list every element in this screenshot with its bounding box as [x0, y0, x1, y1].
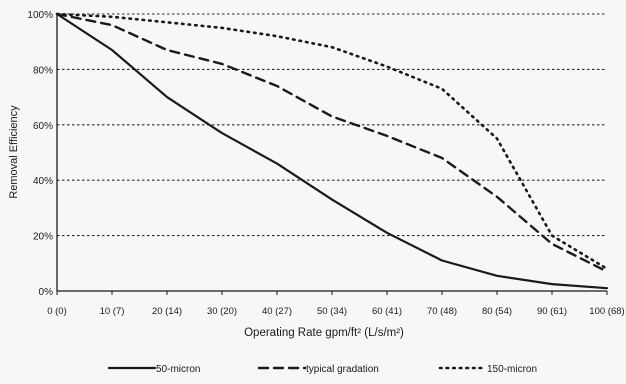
x-tick-label: 30 (20) [207, 306, 237, 317]
x-tick-label: 10 (7) [100, 306, 125, 317]
y-tick-label: 20% [33, 232, 53, 243]
x-tick-label: 40 (27) [262, 306, 292, 317]
x-tick-label: 60 (41) [372, 306, 402, 317]
legend-label-typical-gradation: typical gradation [306, 364, 379, 375]
grid-layer [57, 13, 607, 237]
x-tick-label: 0 (0) [47, 306, 67, 317]
legend: 50-micron typical gradation 150-micron [107, 364, 537, 375]
y-tick-label: 60% [33, 121, 53, 132]
y-axis-title: Removal Efficiency [8, 105, 20, 199]
series-line-typical-gradation [55, 12, 609, 273]
y-tick-label: 80% [33, 65, 53, 76]
legend-label-50-micron: 50-micron [156, 364, 200, 375]
x-tick-label: 90 (61) [537, 306, 567, 317]
x-tick-label: 50 (34) [317, 306, 347, 317]
x-tick-label: 80 (54) [482, 306, 512, 317]
x-axis-title: Operating Rate gpm/ft² (L/s/m²) [244, 327, 404, 339]
y-tick-label: 100% [27, 10, 53, 21]
x-tick-label: 70 (48) [427, 306, 457, 317]
legend-label-150-micron: 150-micron [487, 364, 537, 375]
y-tick-label: 0% [39, 287, 54, 298]
series-layer [55, 12, 609, 290]
series-line-150-micron [55, 12, 609, 271]
series-line-50-micron [55, 12, 609, 290]
x-tick-label: 20 (14) [152, 306, 182, 317]
axes-layer [56, 14, 607, 292]
x-tick-label: 100 (68) [589, 306, 624, 317]
y-tick-label: 40% [33, 176, 53, 187]
ticks-layer: 0% 20% 40% 60% 80% 100% 0 (0) 10 (7) 20 (14) 30 (… [27, 10, 624, 317]
